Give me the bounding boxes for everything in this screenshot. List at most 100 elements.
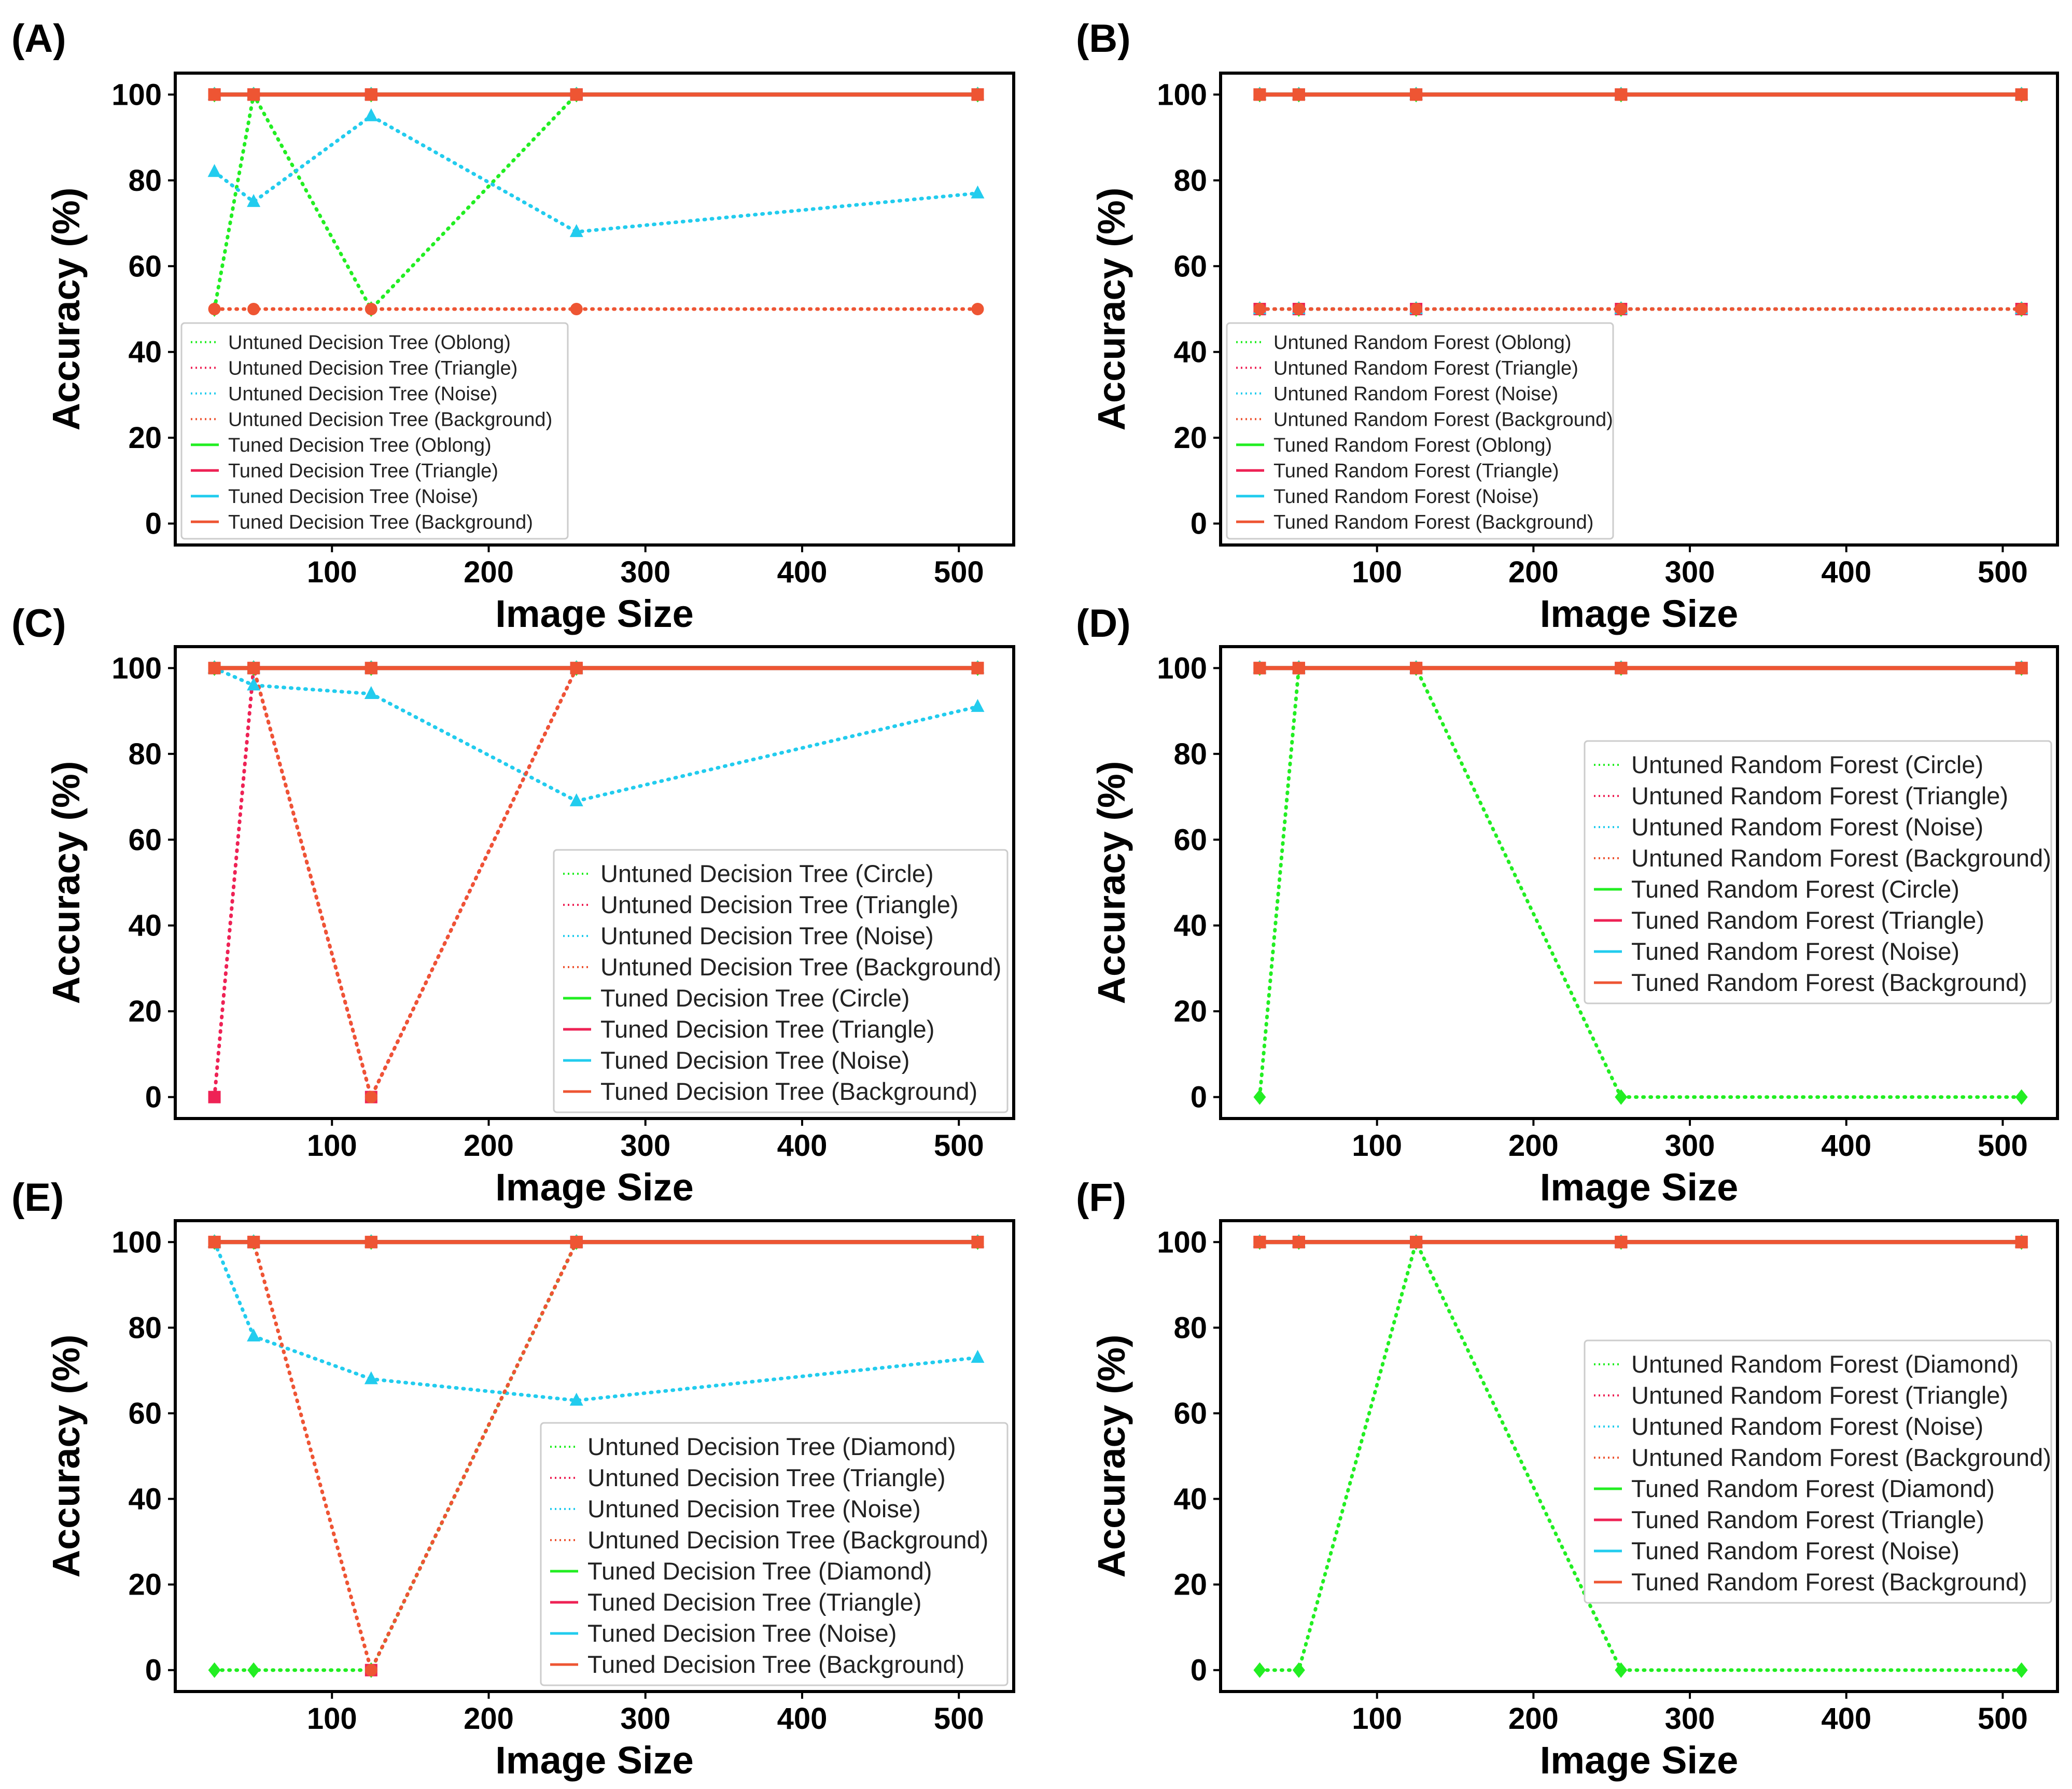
plot-frame (174, 72, 1015, 547)
y-tick-label: 0 (145, 507, 162, 541)
x-tick-label: 500 (1978, 555, 2028, 589)
legend-box (1584, 1339, 2052, 1604)
legend-entry: Tuned Decision Tree (Triangle) (587, 1588, 921, 1616)
data-point (208, 1091, 221, 1103)
data-point (208, 1662, 221, 1678)
legend-box (1226, 322, 1614, 540)
legend-entry: Tuned Random Forest (Background) (1631, 969, 2027, 996)
y-tick-label: 100 (111, 651, 162, 685)
data-point (1410, 1236, 1423, 1249)
x-tick-label: 400 (1821, 555, 1871, 589)
legend-entry: Tuned Decision Tree (Noise) (587, 1619, 897, 1647)
data-point (247, 662, 260, 675)
legend-entry: Untuned Decision Tree (Triangle) (228, 357, 517, 379)
data-point (247, 1662, 260, 1678)
x-tick-label: 400 (777, 1702, 828, 1736)
x-tick-label: 200 (1508, 1129, 1559, 1163)
data-point (365, 1091, 377, 1103)
y-tick-label: 20 (128, 1568, 162, 1602)
legend-entry: Untuned Random Forest (Noise) (1631, 1413, 1983, 1440)
legend-entry: Tuned Decision Tree (Oblong) (228, 435, 492, 456)
x-tick-label: 500 (1978, 1129, 2028, 1163)
x-axis-title: Image Size (1540, 592, 1739, 635)
data-point (364, 686, 378, 699)
y-tick-label: 0 (1191, 1081, 1207, 1114)
legend-entry: Untuned Decision Tree (Triangle) (587, 1464, 946, 1491)
y-tick-label: 80 (128, 737, 162, 771)
data-point (2015, 662, 2028, 675)
legend-entry: Untuned Decision Tree (Noise) (228, 383, 498, 405)
x-tick-label: 200 (464, 1702, 514, 1736)
y-tick-label: 60 (1173, 823, 1207, 857)
x-tick-label: 100 (1352, 1129, 1402, 1163)
series-line (213, 1240, 979, 1403)
chart-panel-5: (E) 100 200 300 400 500 0 20 40 60 80 100 Image Size… (11, 1176, 1015, 1782)
panel-letter: (A) (11, 17, 66, 61)
y-axis-title: Accuracy (%) (45, 761, 88, 1004)
data-point (570, 1236, 583, 1249)
y-tick-label: 20 (1173, 1568, 1207, 1602)
x-axis-title: Image Size (495, 592, 694, 635)
y-tick-label: 80 (128, 1311, 162, 1345)
data-point (1253, 303, 1266, 315)
legend-entry: Untuned Decision Tree (Background) (600, 953, 1001, 981)
data-point (1253, 662, 1266, 675)
y-tick-label: 0 (145, 1654, 162, 1687)
chart-panel-4: (D) 100 200 300 400 500 0 20 40 60 80 100 Image Size… (1076, 602, 2059, 1209)
data-point (971, 1350, 985, 1363)
y-axis-title: Accuracy (%) (1090, 761, 1133, 1004)
x-tick-label: 100 (1352, 555, 1402, 589)
legend-entry: Tuned Random Forest (Background) (1631, 1568, 2027, 1596)
legend-entry: Untuned Random Forest (Background) (1631, 844, 2051, 872)
x-tick-label: 300 (1665, 1702, 1715, 1736)
data-point (247, 677, 261, 691)
x-tick-label: 300 (620, 1702, 670, 1736)
legend-entry: Untuned Decision Tree (Oblong) (228, 332, 511, 354)
series-line (213, 92, 979, 311)
data-point (208, 1236, 221, 1249)
x-tick-label: 300 (620, 555, 670, 589)
plot-frame (174, 1219, 1015, 1693)
y-tick-label: 60 (1173, 1396, 1207, 1430)
legend-entry: Tuned Random Forest (Circle) (1631, 875, 1959, 903)
series-group (1253, 87, 2028, 317)
panel-letter: (C) (11, 602, 66, 646)
x-tick-label: 200 (1508, 1702, 1559, 1736)
data-point (1292, 1236, 1305, 1249)
legend-entry: Tuned Random Forest (Background) (1273, 511, 1593, 533)
data-point (2015, 1236, 2028, 1249)
data-point (1253, 1236, 1266, 1249)
legend-entry: Untuned Random Forest (Triangle) (1631, 1381, 2008, 1409)
data-point (570, 303, 583, 315)
y-tick-label: 40 (128, 336, 162, 369)
legend-entry: Tuned Random Forest (Triangle) (1631, 906, 1984, 934)
legend-entry: Tuned Decision Tree (Noise) (600, 1046, 909, 1074)
y-tick-label: 60 (128, 1396, 162, 1430)
y-tick-label: 40 (128, 909, 162, 943)
data-point (365, 303, 377, 315)
legend-entry: Untuned Random Forest (Triangle) (1631, 782, 2008, 809)
series-group (1253, 1234, 2028, 1678)
series-group (207, 1234, 985, 1678)
data-point (247, 1328, 261, 1341)
series-line (1257, 1240, 2024, 1672)
data-point (2015, 88, 2028, 101)
chart-panel-3: (C) 100 200 300 400 500 0 20 40 60 80 100 Image Size… (11, 602, 1015, 1209)
data-point (1615, 88, 1628, 101)
data-point (247, 88, 260, 101)
x-tick-label: 400 (1821, 1702, 1871, 1736)
legend-entry: Untuned Random Forest (Diamond) (1631, 1350, 2019, 1378)
x-tick-label: 200 (464, 1129, 514, 1163)
legend-entry: Untuned Decision Tree (Triangle) (600, 891, 959, 918)
legend: Untuned Random Forest (Diamond) Untuned R… (1584, 1339, 2052, 1604)
data-point (1253, 88, 1266, 101)
y-tick-label: 40 (1173, 336, 1207, 369)
series-line (1257, 666, 2024, 1099)
x-tick-label: 300 (1665, 555, 1715, 589)
data-point (1615, 662, 1628, 675)
data-point (364, 1371, 378, 1385)
legend: Untuned Random Forest (Circle) Untuned Ra… (1584, 740, 2052, 1004)
data-point (2015, 1662, 2028, 1678)
data-point (1292, 1662, 1305, 1678)
x-tick-label: 100 (307, 1129, 357, 1163)
